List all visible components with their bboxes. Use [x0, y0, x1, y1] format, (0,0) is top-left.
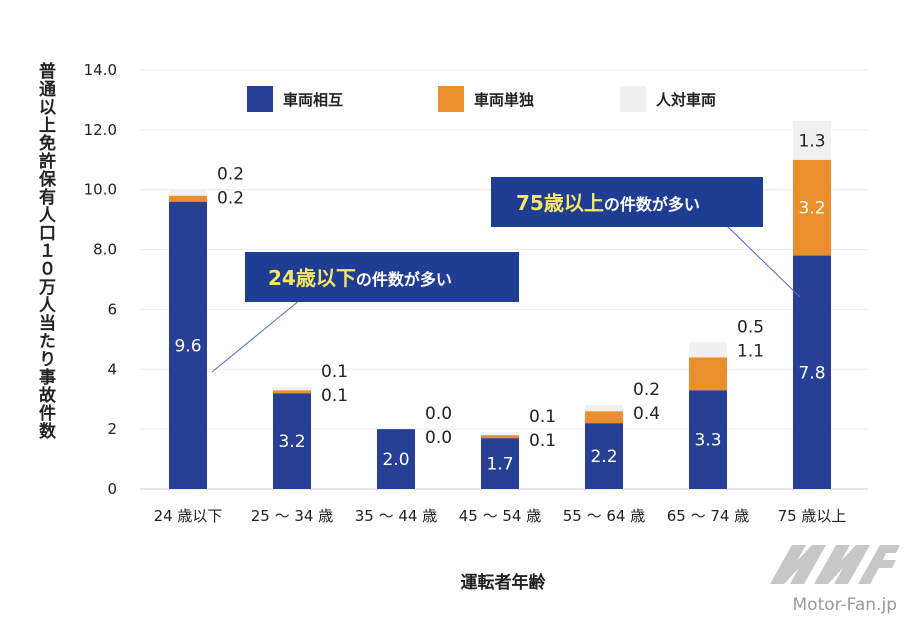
data-label-person-vehicle: 0.5: [737, 317, 764, 337]
bar-vehicle-mutual: [273, 393, 311, 489]
x-tick-label: 25 ～ 34 歳: [251, 507, 333, 525]
bar-vehicle-mutual: [169, 201, 207, 489]
x-tick-label: 65 ～ 74 歳: [667, 507, 749, 525]
bar-vehicle-mutual: [481, 438, 519, 489]
y-axis-title: 普通以上免許保有人口１０万人当たり事故件数: [35, 61, 57, 440]
legend-swatch-vehicle-mutual: [247, 86, 273, 112]
x-tick-label: 75 歳以上: [778, 507, 847, 525]
y-tick-label: 0: [107, 480, 117, 498]
legend-swatch-person-vehicle: [620, 86, 646, 112]
data-label-vehicle-mutual: 2.2: [590, 447, 617, 467]
bar-vehicle-single: [689, 357, 727, 391]
data-label-vehicle-single: 3.2: [798, 199, 825, 219]
data-label-vehicle-mutual: 3.3: [694, 431, 721, 451]
bar-person-vehicle: [793, 120, 831, 160]
bar-vehicle-single: [273, 390, 311, 394]
data-label-vehicle-single: 0.1: [321, 386, 348, 406]
bar-person-vehicle: [689, 342, 727, 358]
data-label-vehicle-mutual: 3.2: [278, 432, 305, 452]
annotation-box-young: [245, 252, 519, 302]
y-tick-label: 10.0: [84, 181, 117, 199]
data-label-vehicle-single: 0.4: [633, 404, 660, 424]
watermark: Motor-Fan.jp: [770, 545, 900, 615]
x-tick-label: 45 ～ 54 歳: [459, 507, 541, 525]
x-tick-label: 55 ～ 64 歳: [563, 507, 645, 525]
legend: 車両相互 車両単独 人対車両: [247, 86, 716, 112]
legend-label-vehicle-single: 車両単独: [474, 91, 534, 109]
data-label-person-vehicle: 1.3: [798, 131, 825, 151]
annotation-young: 24歳以下の件数が多い: [245, 252, 519, 302]
x-tick-label: 24 歳以下: [154, 507, 223, 525]
y-tick-label: 12.0: [84, 121, 117, 139]
x-axis-title: 運転者年齢: [461, 572, 547, 593]
data-label-person-vehicle: 0.1: [529, 407, 556, 427]
bar-vehicle-mutual: [689, 390, 727, 489]
bar-vehicle-single: [793, 159, 831, 256]
annotation-elderly: 75歳以上の件数が多い: [491, 177, 763, 227]
annotation-text-young: 24歳以下の件数が多い: [268, 266, 452, 290]
data-label-vehicle-single: 0.2: [217, 189, 244, 209]
y-tick-label: 2: [107, 420, 117, 438]
bar-person-vehicle: [585, 405, 623, 412]
x-tick-label: 35 ～ 44 歳: [355, 507, 437, 525]
y-tick-label: 6: [107, 300, 117, 318]
data-label-person-vehicle: 0.0: [425, 404, 452, 424]
annotation-text-elderly: 75歳以上の件数が多い: [516, 191, 700, 215]
legend-swatch-vehicle-single: [438, 86, 464, 112]
data-label-person-vehicle: 0.1: [321, 362, 348, 382]
bar-vehicle-single: [585, 411, 623, 424]
watermark-text: Motor-Fan.jp: [793, 595, 898, 615]
annotation-leader-line-young: [211, 299, 301, 373]
watermark-logo-icon: [770, 545, 900, 584]
y-tick-label: 8.0: [93, 241, 117, 259]
legend-label-person-vehicle: 人対車両: [656, 91, 716, 109]
data-label-vehicle-mutual: 7.8: [798, 363, 825, 383]
data-label-vehicle-single: 1.1: [737, 341, 764, 361]
data-label-person-vehicle: 0.2: [633, 380, 660, 400]
y-tick-label: 14.0: [84, 61, 117, 79]
bar-vehicle-mutual: [585, 423, 623, 489]
bar-vehicle-mutual: [793, 255, 831, 489]
bar-person-vehicle: [273, 387, 311, 391]
y-tick-label: 4: [107, 360, 117, 378]
data-label-vehicle-mutual: 2.0: [382, 450, 409, 470]
data-label-person-vehicle: 0.2: [217, 165, 244, 185]
bar-person-vehicle: [169, 189, 207, 196]
data-label-vehicle-mutual: 1.7: [486, 455, 513, 475]
bar-vehicle-single: [481, 435, 519, 439]
data-label-vehicle-single: 0.1: [529, 431, 556, 451]
bar-person-vehicle: [481, 432, 519, 436]
bar-vehicle-single: [169, 195, 207, 202]
data-label-vehicle-mutual: 9.6: [174, 336, 201, 356]
legend-label-vehicle-mutual: 車両相互: [283, 91, 343, 109]
data-label-vehicle-single: 0.0: [425, 428, 452, 448]
annotation-leader-line-elderly: [726, 225, 801, 298]
bar-vehicle-mutual: [377, 429, 415, 489]
annotation-box-elderly: [491, 177, 763, 227]
